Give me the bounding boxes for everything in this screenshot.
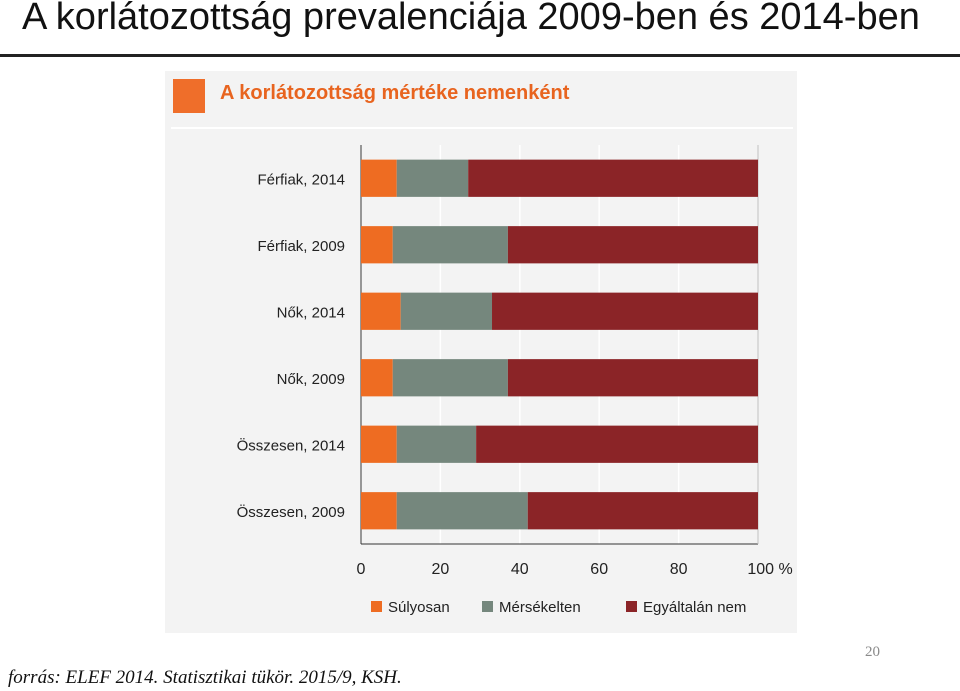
- category-label: Összesen, 2014: [237, 436, 345, 454]
- bar-segment: [400, 292, 493, 330]
- x-tick-label: 60: [590, 561, 608, 578]
- x-tick-label: 80: [670, 561, 688, 578]
- legend-label: Mérsékelten: [499, 599, 581, 616]
- legend-swatch: [626, 601, 637, 612]
- bar-segment: [361, 359, 393, 397]
- page-number: 20: [865, 644, 880, 660]
- chart-title: A korlátozottság mértéke nemenként: [220, 82, 570, 104]
- legend-label: Súlyosan: [388, 599, 450, 616]
- category-label: Férfiak, 2009: [257, 238, 345, 255]
- bar-segment: [392, 226, 508, 264]
- bar-segment: [361, 492, 397, 530]
- bar-segment: [492, 292, 758, 330]
- x-tick-label: 20: [432, 561, 450, 578]
- bar-segment: [527, 492, 758, 530]
- bar-segment: [361, 425, 397, 463]
- category-label: Férfiak, 2014: [257, 171, 345, 188]
- bar-segment: [361, 226, 393, 264]
- bar-segment: [476, 425, 758, 463]
- category-label: Nők, 2009: [277, 371, 345, 388]
- title-divider: [0, 54, 960, 57]
- x-tick-label: 40: [511, 561, 529, 578]
- source-citation: forrás: ELEF 2014. Statisztikai tükör. 2…: [8, 667, 402, 688]
- legend-label: Egyáltalán nem: [643, 599, 746, 616]
- header-accent-square: [173, 79, 205, 113]
- legend-swatch: [371, 601, 382, 612]
- category-label: Nők, 2014: [277, 304, 345, 321]
- slide-title: A korlátozottság prevalenciája 2009-ben …: [22, 0, 920, 38]
- x-tick-label: 100 %: [747, 561, 792, 578]
- bar-segment: [507, 359, 758, 397]
- bar-segment: [361, 292, 401, 330]
- header-divider: [171, 127, 793, 129]
- bar-segment: [507, 226, 758, 264]
- legend-swatch: [482, 601, 493, 612]
- bar-segment: [396, 159, 469, 197]
- chart-panel: A korlátozottság mértéke nemenként Férfi…: [165, 71, 797, 633]
- bar-segment: [392, 359, 508, 397]
- x-tick-label: 0: [357, 561, 366, 578]
- bar-segment: [396, 425, 477, 463]
- bar-segment: [396, 492, 528, 530]
- bar-segment: [468, 159, 758, 197]
- category-label: Összesen, 2009: [237, 503, 345, 521]
- bar-segment: [361, 159, 397, 197]
- stacked-bar-chart: Férfiak, 2014 Férfiak, 2009 Nők, 2014 Nők, …: [237, 145, 793, 616]
